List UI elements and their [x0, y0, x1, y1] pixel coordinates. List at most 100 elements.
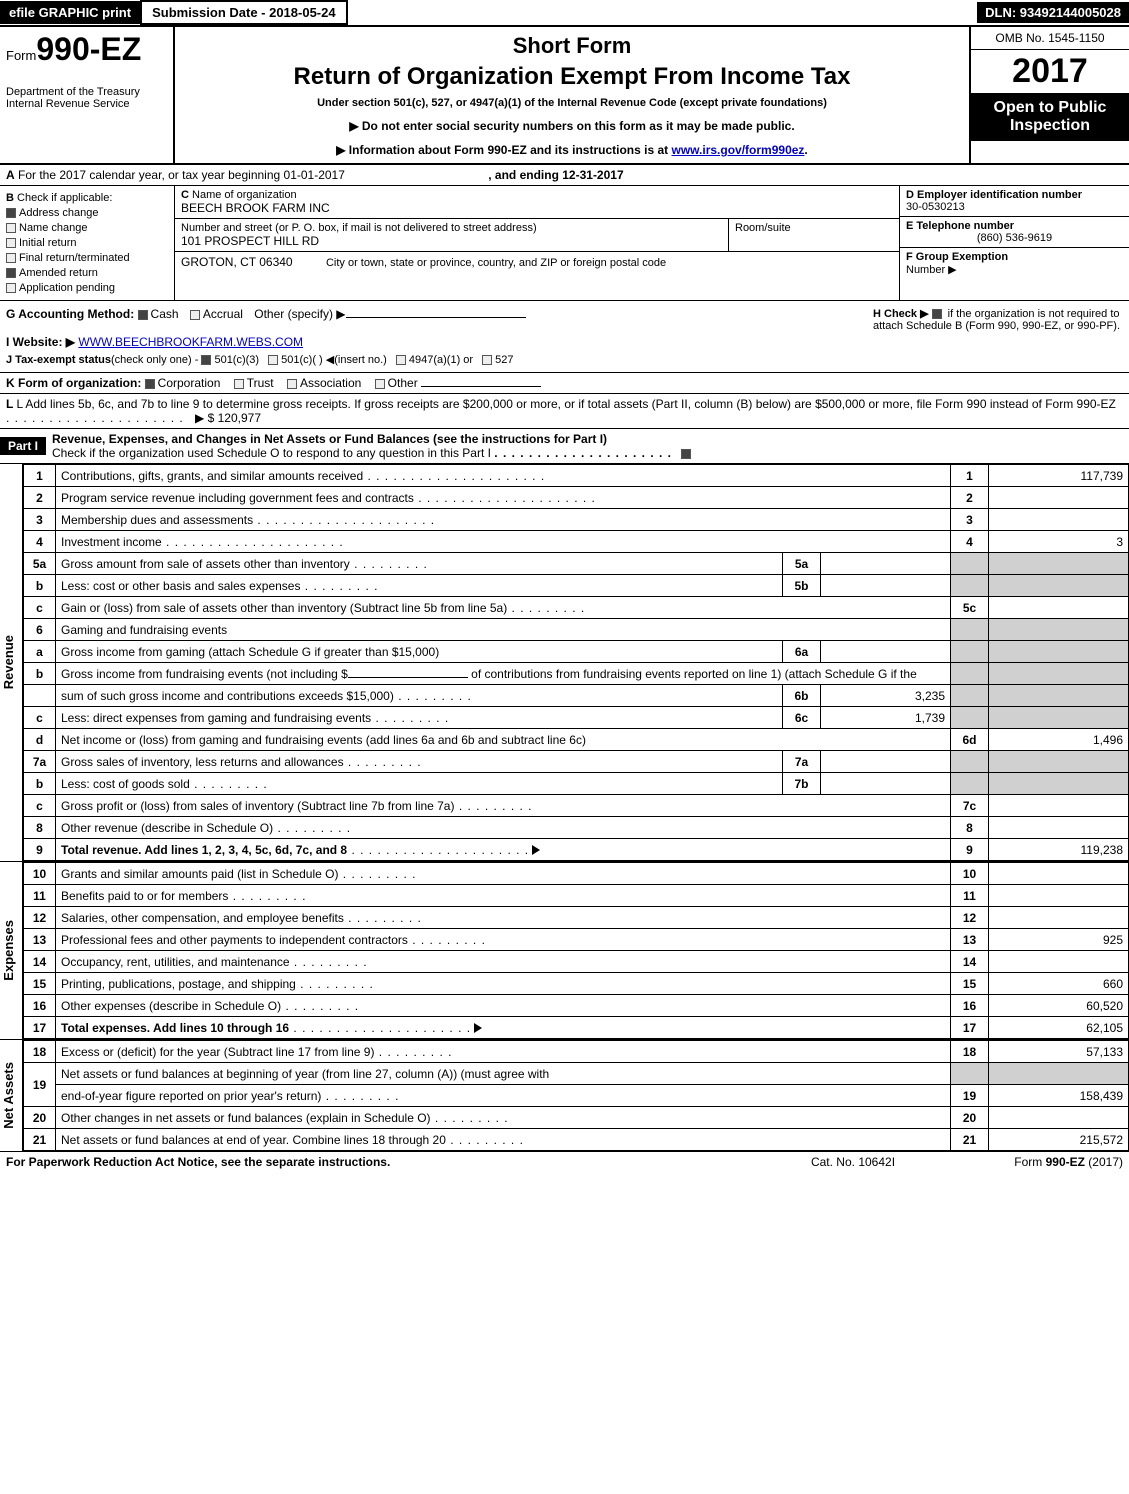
app-pending-checkbox[interactable]	[6, 283, 16, 293]
name-change-checkbox[interactable]	[6, 223, 16, 233]
g-h-block: G Accounting Method: Cash Accrual Other …	[0, 301, 1129, 373]
line-a: A For the 2017 calendar year, or tax yea…	[0, 165, 1129, 186]
submission-date: Submission Date - 2018-05-24	[140, 0, 348, 25]
l-text: L Add lines 5b, 6c, and 7b to line 9 to …	[16, 397, 1115, 411]
d-ein: D Employer identification number 30-0530…	[900, 186, 1129, 217]
line-17-val: 62,105	[989, 1017, 1129, 1039]
line-4-desc: Investment income	[61, 535, 162, 549]
line-6b-input[interactable]	[348, 677, 468, 678]
l-amount: ▶ $ 120,977	[195, 411, 261, 425]
4947-checkbox[interactable]	[396, 355, 406, 365]
line-7b-desc: Less: cost of goods sold	[61, 777, 190, 791]
b-text: Check if applicable:	[17, 192, 112, 204]
part1-title: Revenue, Expenses, and Changes in Net As…	[52, 432, 607, 446]
527-label: 527	[495, 354, 513, 366]
address-change-checkbox[interactable]	[6, 208, 16, 218]
dept-treasury: Department of the Treasury	[6, 86, 167, 98]
a-end: , and ending 12-31-2017	[488, 168, 623, 182]
line-7c-val	[989, 795, 1129, 817]
d-value: 30-0530213	[906, 201, 1123, 213]
other-specify-input[interactable]	[346, 317, 526, 318]
website-link[interactable]: WWW.BEECHBROOKFARM.WEBS.COM	[78, 335, 303, 349]
trust-checkbox[interactable]	[234, 379, 244, 389]
line-6: 6Gaming and fundraising events	[24, 619, 1129, 641]
trust-label: Trust	[247, 376, 274, 390]
527-checkbox[interactable]	[482, 355, 492, 365]
other-org-checkbox[interactable]	[375, 379, 385, 389]
e-phone: E Telephone number (860) 536-9619	[900, 217, 1129, 248]
assoc-checkbox[interactable]	[287, 379, 297, 389]
form-prefix: Form	[6, 48, 36, 63]
revenue-table: 1Contributions, gifts, grants, and simil…	[23, 464, 1129, 861]
line-6c: cLess: direct expenses from gaming and f…	[24, 707, 1129, 729]
line-16-desc: Other expenses (describe in Schedule O)	[61, 999, 281, 1013]
line-14: 14Occupancy, rent, utilities, and mainte…	[24, 951, 1129, 973]
line-9-desc: Total revenue. Add lines 1, 2, 3, 4, 5c,…	[61, 843, 347, 857]
line-20: 20Other changes in net assets or fund ba…	[24, 1107, 1129, 1129]
footer-cat: Cat. No. 10642I	[753, 1155, 953, 1169]
line-18-desc: Excess or (deficit) for the year (Subtra…	[61, 1045, 374, 1059]
return-title: Return of Organization Exempt From Incom…	[179, 63, 965, 91]
other-label: Other (specify) ▶	[254, 307, 345, 321]
line-7a-desc: Gross sales of inventory, less returns a…	[61, 755, 344, 769]
line-1-desc: Contributions, gifts, grants, and simila…	[61, 469, 363, 483]
line-6a: aGross income from gaming (attach Schedu…	[24, 641, 1129, 663]
line-6d-desc: Net income or (loss) from gaming and fun…	[61, 733, 586, 747]
line-8-val	[989, 817, 1129, 839]
netassets-section: Net Assets 18Excess or (deficit) for the…	[0, 1040, 1129, 1152]
line-8: 8Other revenue (describe in Schedule O)8	[24, 817, 1129, 839]
line-8-desc: Other revenue (describe in Schedule O)	[61, 821, 273, 835]
line-7a-mv	[821, 751, 951, 773]
corp-checkbox[interactable]	[145, 379, 155, 389]
line-12-desc: Salaries, other compensation, and employ…	[61, 911, 344, 925]
l-dots	[6, 411, 184, 425]
room-label: Room/suite	[735, 222, 893, 234]
other-org-input[interactable]	[421, 386, 541, 387]
501c-checkbox[interactable]	[268, 355, 278, 365]
assoc-label: Association	[300, 376, 361, 390]
revenue-vlabel: Revenue	[0, 631, 22, 693]
instructions-link[interactable]: www.irs.gov/form990ez	[671, 143, 804, 157]
b-letter: B	[6, 192, 14, 204]
line-19b: end-of-year figure reported on prior yea…	[24, 1085, 1129, 1107]
efile-button[interactable]: efile GRAPHIC print	[0, 1, 140, 24]
under-section: Under section 501(c), 527, or 4947(a)(1)…	[179, 97, 965, 109]
insert-no: ◀(insert no.)	[326, 354, 387, 366]
initial-return-checkbox[interactable]	[6, 238, 16, 248]
info-pre: ▶ Information about Form 990-EZ and its …	[336, 143, 671, 157]
org-name: BEECH BROOK FARM INC	[181, 201, 893, 215]
line-2-desc: Program service revenue including govern…	[61, 491, 414, 505]
line-3: 3Membership dues and assessments3	[24, 509, 1129, 531]
street-cell: Number and street (or P. O. box, if mail…	[175, 219, 729, 251]
line-13: 13Professional fees and other payments t…	[24, 929, 1129, 951]
accrual-checkbox[interactable]	[190, 310, 200, 320]
l-line: L L Add lines 5b, 6c, and 7b to line 9 t…	[0, 394, 1129, 429]
other-org-label: Other	[388, 376, 418, 390]
g-label: G Accounting Method:	[6, 307, 134, 321]
c-org-name-row: C Name of organization BEECH BROOK FARM …	[175, 186, 899, 219]
dept-irs: Internal Revenue Service	[6, 98, 167, 110]
amended-return-checkbox[interactable]	[6, 268, 16, 278]
line-12-val	[989, 907, 1129, 929]
form-number: Form990-EZ	[6, 31, 167, 68]
line-2: 2Program service revenue including gover…	[24, 487, 1129, 509]
line-4: 4Investment income43	[24, 531, 1129, 553]
line-5a-mv	[821, 553, 951, 575]
501c3-checkbox[interactable]	[201, 355, 211, 365]
line-13-val: 925	[989, 929, 1129, 951]
part1-sub: Check if the organization used Schedule …	[52, 446, 491, 460]
schedule-o-checkbox[interactable]	[681, 449, 691, 459]
final-return-checkbox[interactable]	[6, 253, 16, 263]
k-line: K Form of organization: Corporation Trus…	[0, 373, 1129, 394]
line-10-val	[989, 863, 1129, 885]
line-11-val	[989, 885, 1129, 907]
e-label: E Telephone number	[906, 220, 1014, 232]
cash-checkbox[interactable]	[138, 310, 148, 320]
h-checkbox[interactable]	[932, 309, 942, 319]
line-15: 15Printing, publications, postage, and s…	[24, 973, 1129, 995]
line-16: 16Other expenses (describe in Schedule O…	[24, 995, 1129, 1017]
line-14-val	[989, 951, 1129, 973]
line-6b-desc3: sum of such gross income and contributio…	[61, 689, 394, 703]
app-pending-label: Application pending	[19, 282, 115, 294]
amended-return-label: Amended return	[19, 267, 98, 279]
